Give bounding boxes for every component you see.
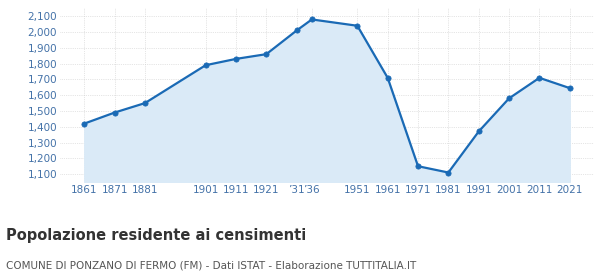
- Text: COMUNE DI PONZANO DI FERMO (FM) - Dati ISTAT - Elaborazione TUTTITALIA.IT: COMUNE DI PONZANO DI FERMO (FM) - Dati I…: [6, 260, 416, 270]
- Text: Popolazione residente ai censimenti: Popolazione residente ai censimenti: [6, 228, 306, 243]
